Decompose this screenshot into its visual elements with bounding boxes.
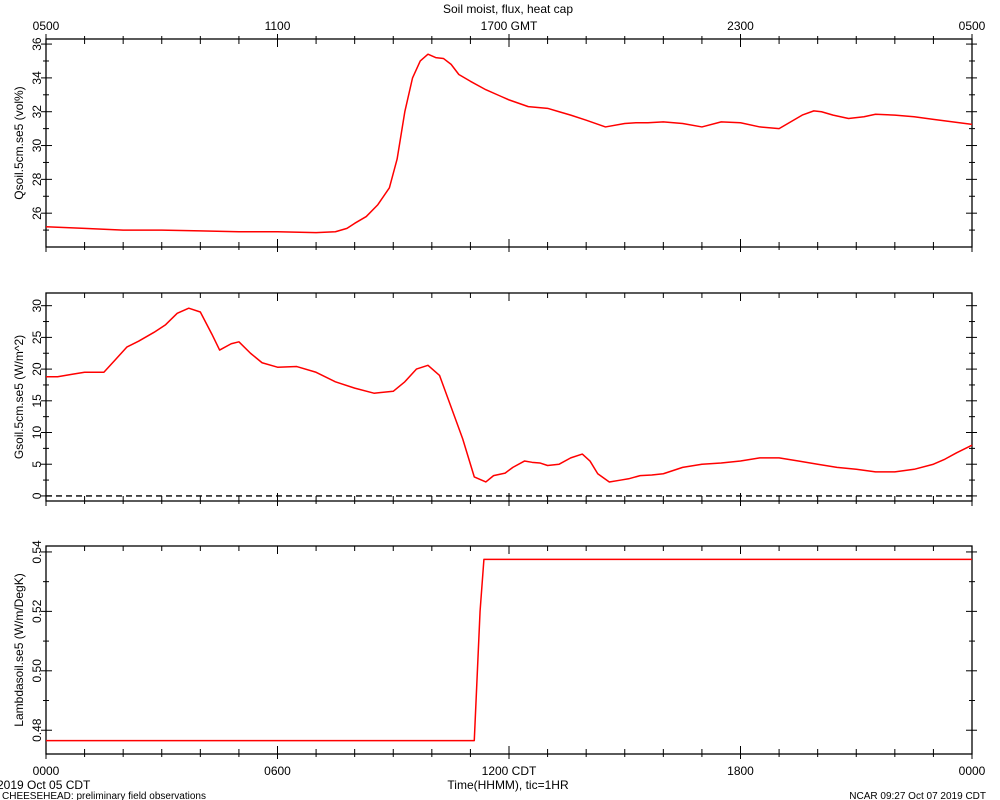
chart-title: Soil moist, flux, heat cap	[443, 2, 573, 16]
bottom-axis-tick-label: 0000	[33, 764, 60, 778]
soil-conductivity-y-tick-label: 0.50	[30, 659, 44, 683]
top-axis-tick-label: 0500	[959, 19, 986, 33]
soil-conductivity-frame	[45, 545, 973, 755]
soil-moisture-frame	[45, 38, 973, 248]
top-axis-tick-label: 1100	[265, 19, 291, 33]
soil-moisture-y-tick-label: 36	[30, 37, 44, 51]
soil-heat-flux-y-tick-label: 15	[30, 394, 44, 408]
soil-conductivity-series-line	[46, 558, 972, 742]
x-axis-title: Time(HHMM), tic=1HR	[447, 778, 569, 792]
soil-heat-flux-y-tick-label: 30	[30, 299, 44, 313]
footer-credit: NCAR 09:27 Oct 07 2019 CDT	[849, 791, 986, 800]
soil-moisture-y-tick-label: 30	[30, 139, 44, 153]
soil-moisture-y-axis-title: Qsoil.5cm.se5 (vol%)	[12, 86, 26, 199]
footer-date: 2019 Oct 05 CDT	[0, 778, 91, 792]
soil-heat-flux-y-axis-title: Gsoil.5cm.se5 (W/m^2)	[12, 335, 26, 459]
bottom-axis-tick-label: 0000	[959, 764, 986, 778]
soil-conductivity-y-tick-label: 0.52	[30, 599, 44, 623]
bottom-axis-tick-label: 0600	[264, 764, 291, 778]
bottom-axis-tick-label: 1800	[727, 764, 754, 778]
soil-heat-flux-y-tick-label: 5	[30, 461, 44, 468]
soil-conductivity-panel: 0.48 0.50 0.52 0.54 Lambdasoil.se5 (W/m/DegK…	[12, 540, 977, 759]
top-axis-tick-label: 2300	[727, 19, 754, 33]
soil-moisture-series-line	[45, 53, 973, 234]
soil-conductivity-y-axis-title: Lambdasoil.se5 (W/m/DegK)	[12, 573, 26, 726]
soil-moisture-y-tick-label: 28	[30, 172, 44, 186]
soil-heat-flux-y-tick-label: 20	[30, 362, 44, 376]
bottom-axis-tick-label: 1200 CDT	[482, 764, 537, 778]
soil-conductivity-y-tick-label: 0.54	[30, 540, 44, 564]
soil-heat-flux-series-line	[46, 307, 973, 483]
soil-conductivity-y-tick-label: 0.48	[30, 718, 44, 742]
top-axis-tick-label: 0500	[33, 19, 60, 33]
soil-moisture-y-tick-label: 32	[30, 105, 44, 119]
top-axis-tick-label: 1700 GMT	[481, 19, 538, 33]
footer-project: CHEESEHEAD: preliminary field observatio…	[2, 791, 206, 800]
soil-moisture-y-tick-label: 26	[30, 206, 44, 220]
soil-heat-flux-y-tick-label: 0	[30, 492, 44, 499]
soil-moisture-y-tick-label: 34	[30, 71, 44, 85]
soil-heat-flux-y-tick-label: 10	[30, 426, 44, 440]
soil-heat-flux-panel: 0 5 10 15 20 25 30 Gsoil.5cm.se5 (W/m^2)	[12, 292, 977, 506]
soil-heat-flux-y-tick-label: 25	[30, 330, 44, 344]
soil-moisture-panel: 26 28 30 32 34 36 Qsoil.5cm.se5 (vol%)	[12, 34, 977, 252]
